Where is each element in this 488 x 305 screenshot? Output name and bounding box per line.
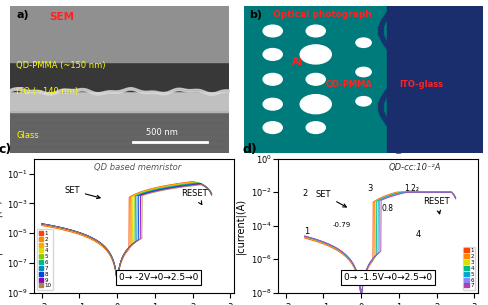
Text: 0→ -2V→0→2.5→0: 0→ -2V→0→2.5→0: [119, 273, 198, 282]
Text: SEM: SEM: [49, 12, 74, 22]
Text: d): d): [242, 143, 257, 156]
Circle shape: [356, 97, 371, 106]
Circle shape: [263, 25, 282, 37]
Text: SET: SET: [64, 186, 100, 199]
Circle shape: [263, 48, 282, 60]
Circle shape: [306, 74, 325, 85]
Circle shape: [356, 67, 371, 77]
Text: QD-PMMA (~150 nm): QD-PMMA (~150 nm): [17, 61, 106, 70]
Text: -0.79: -0.79: [333, 222, 351, 228]
Circle shape: [263, 98, 282, 110]
Circle shape: [263, 74, 282, 85]
Bar: [10, 62, 229, 91]
Text: QD-PMMA: QD-PMMA: [325, 80, 372, 89]
Text: SET: SET: [316, 190, 346, 207]
Text: 0.8: 0.8: [382, 203, 394, 213]
Text: Al: Al: [292, 57, 303, 67]
Circle shape: [306, 25, 325, 37]
Text: 4: 4: [416, 230, 421, 239]
Text: a): a): [17, 10, 29, 20]
Text: b): b): [249, 10, 262, 20]
Text: c): c): [0, 143, 11, 156]
Text: 3: 3: [367, 184, 372, 193]
Bar: [10, 6, 229, 62]
Bar: [244, 6, 387, 152]
Text: 500 nm: 500 nm: [146, 128, 178, 137]
Circle shape: [263, 122, 282, 134]
Text: ITO (~140 nm): ITO (~140 nm): [17, 87, 79, 96]
Text: 1.2₂: 1.2₂: [405, 184, 420, 193]
Text: QD based memristor: QD based memristor: [94, 163, 182, 172]
Text: RESET: RESET: [182, 189, 208, 204]
Text: 0→ -1.5V→0→2.5→0: 0→ -1.5V→0→2.5→0: [344, 273, 432, 282]
Text: ITO-glass: ITO-glass: [399, 80, 444, 89]
Text: 1: 1: [305, 228, 310, 236]
Text: RESET: RESET: [424, 197, 450, 214]
Circle shape: [306, 122, 325, 134]
Y-axis label: |current|(A): |current|(A): [235, 198, 245, 254]
Circle shape: [356, 38, 371, 47]
Text: QD-cc:10⁻²A: QD-cc:10⁻²A: [388, 163, 441, 172]
Bar: [10, 112, 229, 152]
Bar: [387, 6, 483, 152]
Y-axis label: |current|(A): |current|(A): [0, 198, 1, 254]
Text: Optical photograph: Optical photograph: [273, 10, 371, 20]
Legend: 1, 2, 3, 4, 5, 6, 7, 8, 9, 10: 1, 2, 3, 4, 5, 6, 7, 8, 9, 10: [37, 229, 53, 290]
Text: 2: 2: [303, 189, 308, 198]
Circle shape: [300, 95, 331, 114]
Circle shape: [300, 45, 331, 64]
Text: Glass: Glass: [17, 131, 39, 140]
Bar: [10, 91, 229, 112]
Legend: 1, 2, 3, 4, 5, 6, 7: 1, 2, 3, 4, 5, 6, 7: [463, 247, 475, 290]
